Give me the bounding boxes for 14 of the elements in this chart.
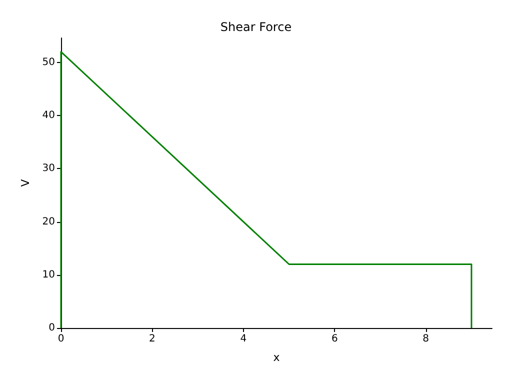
x-tick-label: 4 — [240, 334, 247, 344]
y-tick-label: 40 — [42, 110, 55, 122]
x-tick-label: 0 — [58, 334, 64, 344]
y-tick-label: 10 — [42, 269, 55, 280]
y-tick-label: 0 — [48, 322, 55, 334]
x-tick-label: 2 — [149, 334, 156, 344]
x-tick-label: 8 — [422, 334, 430, 344]
y-tick-label: 50 — [42, 56, 55, 68]
y-axis-title: V — [19, 178, 32, 187]
x-tick-label: 6 — [331, 334, 338, 344]
chart-title: Shear Force — [220, 20, 292, 34]
x-axis-title: x — [273, 351, 280, 364]
y-tick-label: 20 — [42, 216, 55, 228]
y-tick-label: 30 — [42, 163, 55, 174]
